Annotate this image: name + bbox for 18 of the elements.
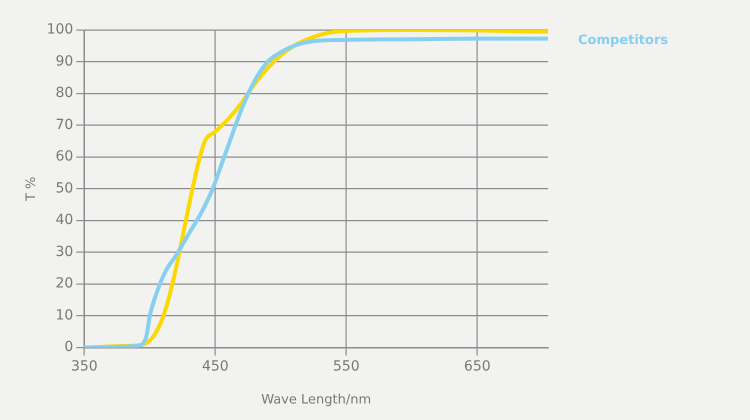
- y-tick-label: 80: [55, 85, 74, 102]
- x-axis-title: Wave Length/nm: [261, 392, 372, 408]
- x-tick-label: 550: [332, 358, 360, 375]
- y-tick-label: 50: [55, 180, 74, 196]
- y-tick-label: 40: [55, 212, 74, 228]
- y-tick-label: 0: [64, 339, 74, 356]
- y-tick-label: 60: [55, 148, 74, 165]
- y-tick-label: 30: [55, 244, 74, 260]
- x-tick-label: 350: [70, 358, 98, 375]
- text: Competitors: [578, 32, 668, 50]
- y-axis-title: T %: [24, 176, 40, 202]
- y-tick-label: 90: [55, 53, 74, 70]
- x-tick-label: 450: [202, 358, 229, 375]
- y-tick-label: 100: [46, 22, 74, 38]
- y-tick-label: 20: [55, 276, 74, 292]
- x-tick-label: 650: [464, 358, 491, 375]
- y-tick-label: 70: [55, 116, 74, 133]
- y-tick-label: 10: [55, 307, 74, 324]
